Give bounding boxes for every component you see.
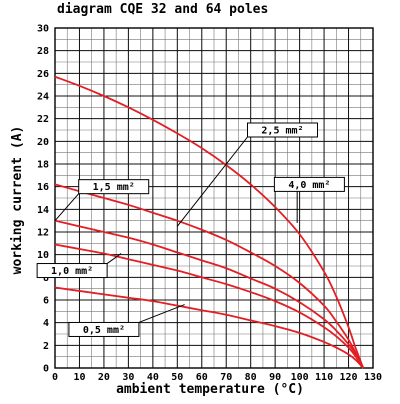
series-line-05mm	[54, 286, 364, 369]
x-tick-label: 70	[220, 372, 232, 383]
y-tick-label: 24	[37, 92, 49, 103]
callout-label: 0,5 mm²	[83, 325, 125, 336]
y-tick-label: 22	[37, 114, 49, 125]
callout-leader	[54, 193, 80, 221]
y-tick-label: 18	[37, 160, 49, 171]
y-tick-label: 26	[37, 69, 49, 80]
y-tick-label: 14	[37, 205, 49, 216]
callout-label: 2,5 mm²	[261, 126, 303, 137]
x-axis-label: ambient temperature (°C)	[116, 382, 304, 397]
y-tick-label: 16	[37, 182, 49, 193]
y-tick-label: 8	[43, 273, 49, 284]
grid-major	[54, 27, 374, 369]
y-axis-label: working current (A)	[10, 126, 25, 275]
callout-label: 1,5 mm²	[93, 182, 135, 193]
x-tick-label: 40	[147, 372, 159, 383]
x-tick-label: 90	[269, 372, 281, 383]
series-line-15mm	[54, 219, 365, 369]
x-tick-label: 50	[171, 372, 183, 383]
y-tick-label: 0	[43, 364, 49, 375]
x-tick-label: 60	[196, 372, 208, 383]
y-tick-label: 28	[37, 46, 49, 57]
x-tick-label: 100	[291, 372, 309, 383]
series-line-40mm	[54, 75, 365, 369]
chart-title: diagram CQE 32 and 64 poles	[57, 2, 268, 17]
callout-label: 4,0 mm²	[288, 180, 330, 191]
callout-box	[36, 263, 108, 279]
callout-box	[273, 176, 345, 192]
x-tick-label: 110	[315, 372, 333, 383]
y-tick-label: 10	[37, 250, 49, 261]
x-tick-label: 120	[340, 372, 358, 383]
y-tick-label: 2	[43, 341, 49, 352]
y-tick-label: 4	[43, 318, 49, 329]
x-tick-label: 30	[122, 372, 134, 383]
callout-leader	[138, 304, 185, 323]
x-tick-label: 10	[73, 372, 85, 383]
callout-leader	[176, 136, 248, 227]
callout-box	[78, 179, 150, 195]
series-line-10mm	[54, 243, 364, 369]
x-tick-label: 130	[364, 372, 382, 383]
callouts: 2,5 mm² 1,5 mm² 4,0 mm² 1,0 mm² 0,5 mm²	[36, 122, 345, 337]
y-tick-label: 20	[37, 137, 49, 148]
y-tick-label: 30	[37, 24, 49, 35]
callout-label: 1,0 mm²	[51, 266, 93, 277]
x-tick-label: 20	[98, 372, 110, 383]
plot-frame	[54, 27, 374, 369]
callout-leader	[106, 253, 122, 264]
x-tick-label: 0	[52, 372, 58, 383]
x-tick-label: 80	[245, 372, 257, 383]
series-line-25mm	[54, 183, 365, 369]
callout-box	[246, 122, 318, 138]
callout-box	[68, 321, 140, 337]
series-lines	[54, 75, 365, 369]
y-tick-label: 6	[43, 296, 49, 307]
x-axis-ticks: 0 10 20 30 40 50 60 70 80 90 100 110 120 130	[52, 372, 382, 383]
y-tick-label: 12	[37, 228, 49, 239]
